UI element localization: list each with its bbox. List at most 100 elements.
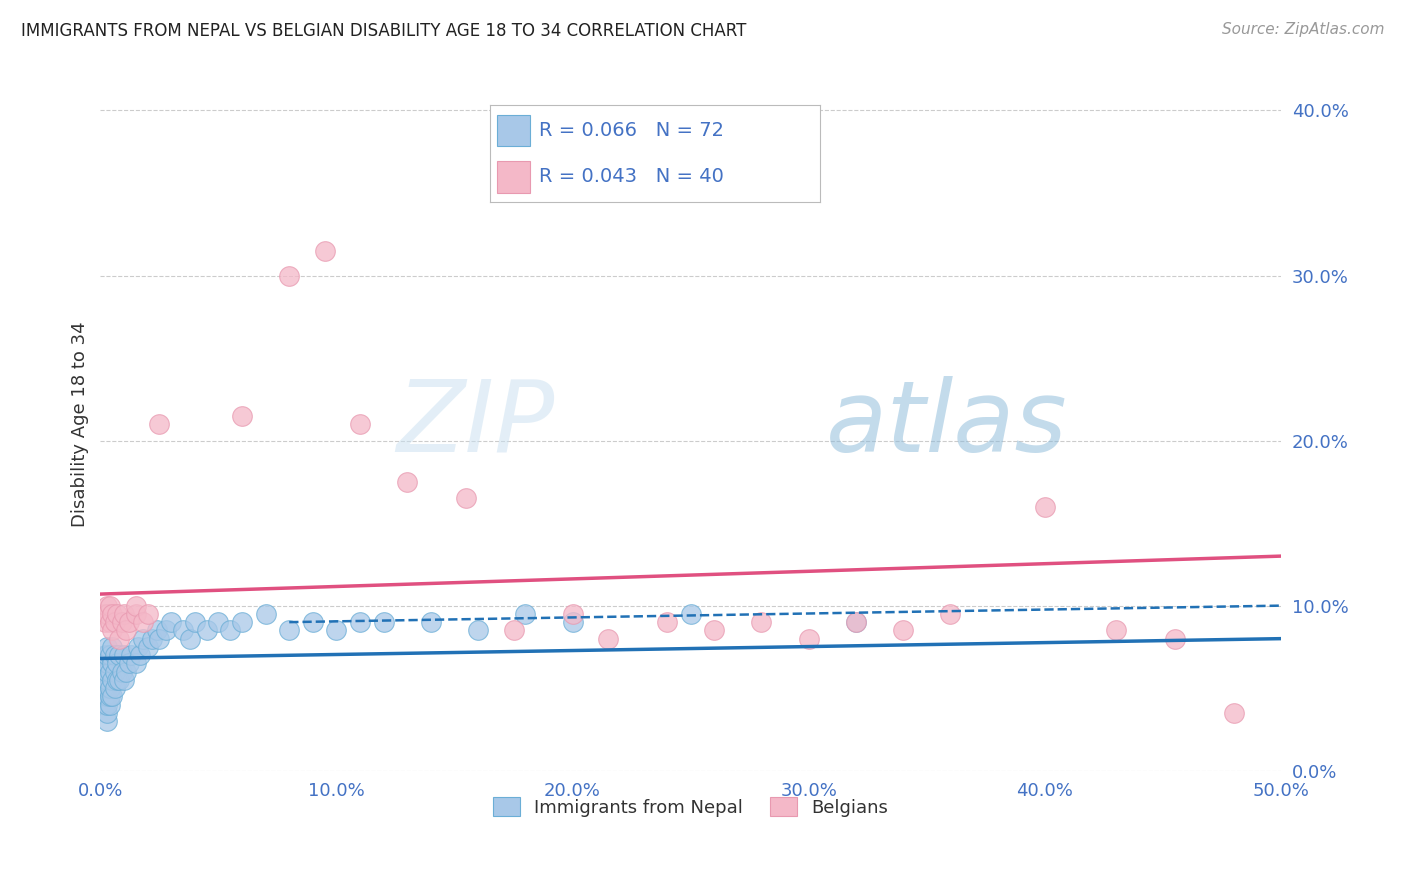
Point <box>105 607 128 621</box>
Point <box>179 632 201 646</box>
Point <box>96 673 118 687</box>
Point <box>101 690 124 704</box>
Point <box>845 615 868 629</box>
Point <box>101 607 124 621</box>
Point <box>219 624 242 638</box>
Point <box>110 665 132 679</box>
Point <box>96 690 118 704</box>
Point <box>96 648 118 662</box>
Point <box>679 607 702 621</box>
Point <box>184 615 207 629</box>
Point <box>105 673 128 687</box>
Point <box>125 607 148 621</box>
Point <box>91 657 114 671</box>
Point <box>655 615 678 629</box>
Point <box>146 624 169 638</box>
Point <box>596 632 619 646</box>
Point <box>148 417 170 431</box>
Point <box>103 648 125 662</box>
Point <box>91 681 114 695</box>
Point <box>96 698 118 712</box>
Point <box>561 615 583 629</box>
Point <box>103 665 125 679</box>
Point <box>148 632 170 646</box>
Point <box>456 491 478 506</box>
Point <box>127 640 149 654</box>
Point <box>94 698 117 712</box>
Point <box>349 615 371 629</box>
Point <box>118 615 141 629</box>
Point <box>98 599 121 613</box>
Point <box>502 624 524 638</box>
Point <box>325 624 347 638</box>
Point <box>91 607 114 621</box>
Point <box>108 632 131 646</box>
Text: Source: ZipAtlas.com: Source: ZipAtlas.com <box>1222 22 1385 37</box>
Point <box>125 657 148 671</box>
Legend: Immigrants from Nepal, Belgians: Immigrants from Nepal, Belgians <box>485 790 896 824</box>
Point <box>98 665 121 679</box>
Point <box>939 607 962 621</box>
Point <box>101 673 124 687</box>
Point <box>703 624 725 638</box>
Point <box>91 673 114 687</box>
Point <box>94 615 117 629</box>
Point <box>891 624 914 638</box>
Point <box>96 681 118 695</box>
Point <box>96 714 118 728</box>
Point <box>101 624 124 638</box>
Point <box>94 648 117 662</box>
Point <box>108 673 131 687</box>
Point <box>136 640 159 654</box>
Point <box>396 475 419 489</box>
Point <box>419 615 441 629</box>
Point <box>96 706 118 720</box>
Point <box>110 615 132 629</box>
Point <box>103 681 125 695</box>
Point <box>101 657 124 671</box>
Point <box>112 648 135 662</box>
Point <box>115 624 138 638</box>
Point <box>141 632 163 646</box>
Point <box>136 607 159 621</box>
Point <box>172 624 194 638</box>
Point <box>302 615 325 629</box>
Point <box>561 607 583 621</box>
Point <box>96 607 118 621</box>
Text: atlas: atlas <box>827 376 1069 473</box>
Point <box>1033 500 1056 514</box>
Point <box>1222 706 1244 720</box>
Point <box>98 690 121 704</box>
Point <box>94 681 117 695</box>
Point <box>751 615 773 629</box>
Point <box>254 607 277 621</box>
Point <box>96 640 118 654</box>
Point <box>129 648 152 662</box>
Point <box>132 632 155 646</box>
Point <box>98 698 121 712</box>
Point <box>845 615 868 629</box>
Point <box>515 607 537 621</box>
Point <box>373 615 395 629</box>
Point <box>1163 632 1185 646</box>
Point <box>94 673 117 687</box>
Point <box>207 615 229 629</box>
Point <box>94 665 117 679</box>
Point <box>278 268 301 283</box>
Point <box>98 615 121 629</box>
Point <box>105 657 128 671</box>
Point <box>118 657 141 671</box>
Point <box>91 665 114 679</box>
Point <box>195 624 218 638</box>
Text: ZIP: ZIP <box>396 376 555 473</box>
Point <box>125 599 148 613</box>
Point <box>155 624 177 638</box>
Point <box>101 640 124 654</box>
Point <box>94 657 117 671</box>
Point <box>103 615 125 629</box>
Point <box>96 665 118 679</box>
Point <box>231 615 253 629</box>
Point <box>467 624 489 638</box>
Point <box>94 690 117 704</box>
Point <box>314 244 336 258</box>
